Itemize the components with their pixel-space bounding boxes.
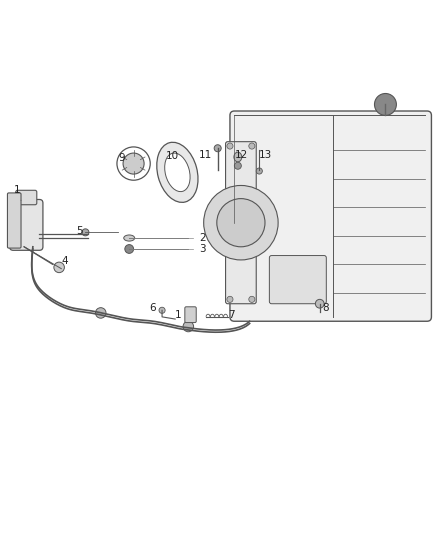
- Circle shape: [227, 143, 233, 149]
- Text: 4: 4: [61, 256, 68, 266]
- Circle shape: [82, 229, 89, 236]
- Circle shape: [374, 93, 396, 115]
- Text: 1: 1: [14, 185, 21, 200]
- Text: 6: 6: [149, 303, 155, 313]
- Ellipse shape: [124, 235, 134, 241]
- Circle shape: [315, 300, 324, 308]
- Text: 7: 7: [228, 310, 234, 320]
- Text: 12: 12: [234, 150, 247, 160]
- FancyBboxPatch shape: [226, 142, 256, 304]
- FancyBboxPatch shape: [185, 307, 196, 322]
- Text: 3: 3: [199, 244, 206, 254]
- Text: 8: 8: [322, 303, 328, 313]
- Ellipse shape: [234, 152, 242, 162]
- Circle shape: [54, 262, 64, 273]
- Circle shape: [204, 185, 278, 260]
- FancyBboxPatch shape: [230, 111, 431, 321]
- Text: 9: 9: [118, 153, 125, 163]
- Circle shape: [123, 153, 144, 174]
- Text: 13: 13: [258, 150, 272, 160]
- Circle shape: [249, 296, 255, 302]
- Circle shape: [217, 199, 265, 247]
- FancyBboxPatch shape: [10, 199, 43, 251]
- Circle shape: [214, 145, 221, 152]
- FancyBboxPatch shape: [269, 255, 326, 304]
- Circle shape: [125, 245, 134, 253]
- Text: 5: 5: [77, 225, 83, 236]
- Circle shape: [249, 143, 255, 149]
- Circle shape: [256, 168, 262, 174]
- Circle shape: [95, 308, 106, 318]
- Circle shape: [234, 162, 241, 169]
- Text: 11: 11: [199, 150, 212, 160]
- FancyBboxPatch shape: [16, 190, 37, 205]
- FancyBboxPatch shape: [7, 193, 21, 248]
- Text: 2: 2: [199, 233, 206, 243]
- Ellipse shape: [157, 142, 198, 203]
- Ellipse shape: [165, 153, 190, 192]
- Text: 1: 1: [175, 310, 182, 320]
- Text: 10: 10: [166, 151, 179, 161]
- Circle shape: [159, 307, 165, 313]
- Circle shape: [227, 296, 233, 302]
- Circle shape: [183, 321, 194, 332]
